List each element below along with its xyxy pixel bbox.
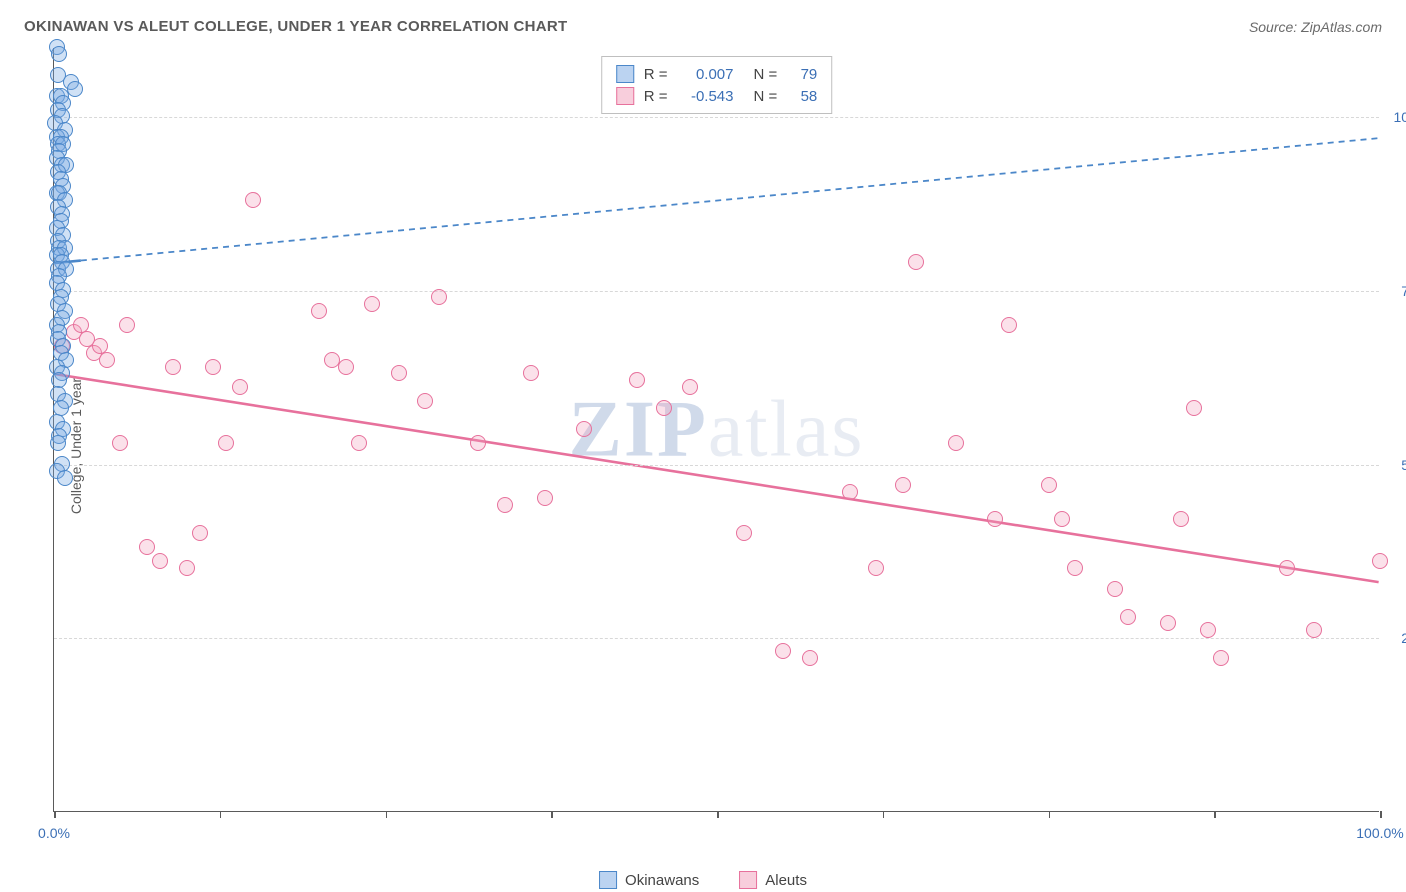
x-tick bbox=[1380, 811, 1382, 818]
x-tick bbox=[386, 811, 388, 818]
y-tick-label: 50.0% bbox=[1385, 457, 1406, 473]
data-point bbox=[576, 421, 592, 437]
data-point bbox=[1279, 560, 1295, 576]
data-point bbox=[682, 379, 698, 395]
data-point bbox=[431, 289, 447, 305]
correlation-row: R = 0.007 N = 79 bbox=[616, 63, 818, 85]
data-point bbox=[51, 46, 67, 62]
x-tick-label: 100.0% bbox=[1356, 825, 1403, 841]
legend-item: Aleuts bbox=[739, 871, 807, 889]
data-point bbox=[736, 525, 752, 541]
data-point bbox=[245, 192, 261, 208]
legend-swatch bbox=[599, 871, 617, 889]
x-tick bbox=[717, 811, 719, 818]
data-point bbox=[1306, 622, 1322, 638]
data-point bbox=[656, 400, 672, 416]
x-tick-label: 0.0% bbox=[38, 825, 70, 841]
legend-label: Aleuts bbox=[765, 872, 807, 889]
data-point bbox=[1041, 477, 1057, 493]
trend-lines bbox=[54, 48, 1379, 811]
data-point bbox=[57, 470, 73, 486]
correlation-row: R = -0.543 N = 58 bbox=[616, 85, 818, 107]
data-point bbox=[179, 560, 195, 576]
data-point bbox=[205, 359, 221, 375]
data-point bbox=[802, 650, 818, 666]
r-label: R = bbox=[644, 88, 668, 105]
data-point bbox=[537, 490, 553, 506]
legend-swatch bbox=[616, 65, 634, 83]
data-point bbox=[1107, 581, 1123, 597]
legend-item: Okinawans bbox=[599, 871, 699, 889]
legend-swatch bbox=[739, 871, 757, 889]
source-credit: Source: ZipAtlas.com bbox=[1249, 19, 1382, 35]
n-label: N = bbox=[754, 66, 778, 83]
data-point bbox=[1054, 511, 1070, 527]
data-point bbox=[1001, 317, 1017, 333]
y-tick-label: 75.0% bbox=[1385, 283, 1406, 299]
n-value: 79 bbox=[787, 66, 817, 83]
data-point bbox=[218, 435, 234, 451]
x-tick bbox=[551, 811, 553, 818]
r-value: -0.543 bbox=[678, 88, 734, 105]
x-tick bbox=[1049, 811, 1051, 818]
data-point bbox=[338, 359, 354, 375]
data-point bbox=[112, 435, 128, 451]
data-point bbox=[1160, 615, 1176, 631]
data-point bbox=[868, 560, 884, 576]
data-point bbox=[1067, 560, 1083, 576]
x-tick bbox=[54, 811, 56, 818]
data-point bbox=[895, 477, 911, 493]
scatter-chart: ZIPatlas R =0.007N =79R =-0.543N =58 25.… bbox=[53, 48, 1379, 812]
data-point bbox=[629, 372, 645, 388]
gridline bbox=[54, 638, 1379, 639]
data-point bbox=[391, 365, 407, 381]
gridline bbox=[54, 291, 1379, 292]
r-label: R = bbox=[644, 66, 668, 83]
data-point bbox=[192, 525, 208, 541]
data-point bbox=[99, 352, 115, 368]
data-point bbox=[165, 359, 181, 375]
x-tick bbox=[220, 811, 222, 818]
legend-label: Okinawans bbox=[625, 872, 699, 889]
data-point bbox=[50, 435, 66, 451]
data-point bbox=[67, 81, 83, 97]
data-point bbox=[351, 435, 367, 451]
data-point bbox=[1200, 622, 1216, 638]
data-point bbox=[470, 435, 486, 451]
data-point bbox=[1120, 609, 1136, 625]
correlation-legend: R = 0.007 N = 79 R = -0.543 N = 58 bbox=[601, 56, 833, 114]
r-value: 0.007 bbox=[678, 66, 734, 83]
gridline bbox=[54, 465, 1379, 466]
data-point bbox=[364, 296, 380, 312]
data-point bbox=[948, 435, 964, 451]
x-tick bbox=[883, 811, 885, 818]
data-point bbox=[842, 484, 858, 500]
series-legend: Okinawans Aleuts bbox=[599, 871, 807, 889]
data-point bbox=[775, 643, 791, 659]
n-label: N = bbox=[754, 88, 778, 105]
y-tick-label: 25.0% bbox=[1385, 630, 1406, 646]
data-point bbox=[523, 365, 539, 381]
data-point bbox=[232, 379, 248, 395]
data-point bbox=[908, 254, 924, 270]
data-point bbox=[152, 553, 168, 569]
data-point bbox=[1372, 553, 1388, 569]
y-tick-label: 100.0% bbox=[1385, 109, 1406, 125]
data-point bbox=[1173, 511, 1189, 527]
x-tick bbox=[1214, 811, 1216, 818]
data-point bbox=[1186, 400, 1202, 416]
data-point bbox=[139, 539, 155, 555]
data-point bbox=[311, 303, 327, 319]
n-value: 58 bbox=[787, 88, 817, 105]
data-point bbox=[119, 317, 135, 333]
legend-swatch bbox=[616, 87, 634, 105]
data-point bbox=[1213, 650, 1229, 666]
data-point bbox=[417, 393, 433, 409]
data-point bbox=[987, 511, 1003, 527]
data-point bbox=[497, 497, 513, 513]
chart-title: OKINAWAN VS ALEUT COLLEGE, UNDER 1 YEAR … bbox=[24, 18, 568, 35]
gridline bbox=[54, 117, 1379, 118]
